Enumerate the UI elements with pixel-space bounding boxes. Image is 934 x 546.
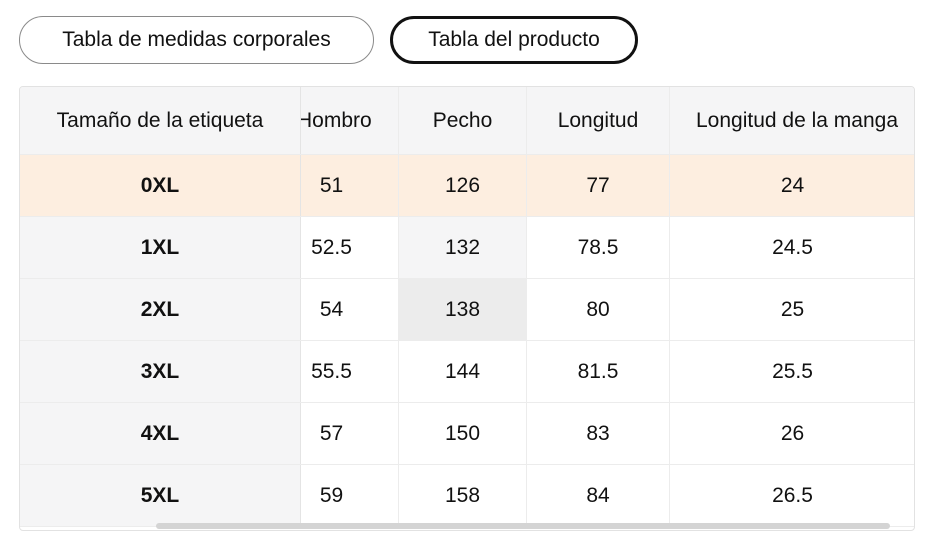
cell-chest: 158 bbox=[399, 465, 527, 526]
cell-size: 1XL bbox=[20, 217, 301, 278]
cell-shoulder: 51 bbox=[301, 155, 399, 216]
header-shoulder: Hombro bbox=[301, 87, 399, 154]
cell-sleeve-length: 25 bbox=[780, 297, 805, 321]
header-length: Longitud bbox=[527, 87, 670, 154]
tab-body-measurements-label: Tabla de medidas corporales bbox=[62, 28, 331, 51]
table-row: 0XL 51 126 77 24 bbox=[20, 155, 914, 217]
cell-chest: 126 bbox=[399, 155, 527, 216]
tab-product-table-label: Tabla del producto bbox=[428, 28, 600, 51]
table-row: 5XL 59 158 84 26.5 bbox=[20, 465, 914, 527]
cell-sleeve-length: 26.5 bbox=[772, 483, 813, 507]
header-chest: Pecho bbox=[399, 87, 527, 154]
size-table[interactable]: Tamaño de la etiqueta Hombro Pecho Longi… bbox=[19, 86, 915, 531]
table-header-row: Tamaño de la etiqueta Hombro Pecho Longi… bbox=[20, 87, 914, 155]
cell-shoulder: 59 bbox=[301, 465, 399, 526]
cell-length: 77 bbox=[527, 155, 670, 216]
header-label-size: Tamaño de la etiqueta bbox=[20, 87, 301, 154]
table-row: 2XL 54 138 80 25 bbox=[20, 279, 914, 341]
cell-length: 78.5 bbox=[527, 217, 670, 278]
cell-shoulder: 52.5 bbox=[301, 217, 399, 278]
cell-sleeve-length: 24 bbox=[780, 173, 805, 197]
cell-sleeve-length: 26 bbox=[780, 421, 805, 445]
cell-length: 81.5 bbox=[527, 341, 670, 402]
cell-shoulder: 57 bbox=[301, 403, 399, 464]
tab-product-table[interactable]: Tabla del producto bbox=[390, 16, 638, 64]
cell-length: 83 bbox=[527, 403, 670, 464]
cell-shoulder: 55.5 bbox=[301, 341, 399, 402]
header-sleeve-length: Longitud de la manga bbox=[696, 108, 898, 132]
horizontal-scrollbar[interactable] bbox=[156, 523, 890, 529]
cell-chest: 132 bbox=[399, 217, 527, 278]
cell-chest: 138 bbox=[399, 279, 527, 340]
cell-sleeve-length: 25.5 bbox=[772, 359, 813, 383]
cell-size: 4XL bbox=[20, 403, 301, 464]
cell-size: 2XL bbox=[20, 279, 301, 340]
table-row: 4XL 57 150 83 26 bbox=[20, 403, 914, 465]
cell-shoulder: 54 bbox=[301, 279, 399, 340]
cell-length: 84 bbox=[527, 465, 670, 526]
cell-size: 5XL bbox=[20, 465, 301, 526]
table-row: 1XL 52.5 132 78.5 24.5 bbox=[20, 217, 914, 279]
cell-size: 0XL bbox=[20, 155, 301, 216]
table-row: 3XL 55.5 144 81.5 25.5 bbox=[20, 341, 914, 403]
cell-length: 80 bbox=[527, 279, 670, 340]
cell-sleeve-length: 24.5 bbox=[772, 235, 813, 259]
tab-body-measurements[interactable]: Tabla de medidas corporales bbox=[19, 16, 374, 64]
cell-size: 3XL bbox=[20, 341, 301, 402]
cell-chest: 150 bbox=[399, 403, 527, 464]
cell-chest: 144 bbox=[399, 341, 527, 402]
